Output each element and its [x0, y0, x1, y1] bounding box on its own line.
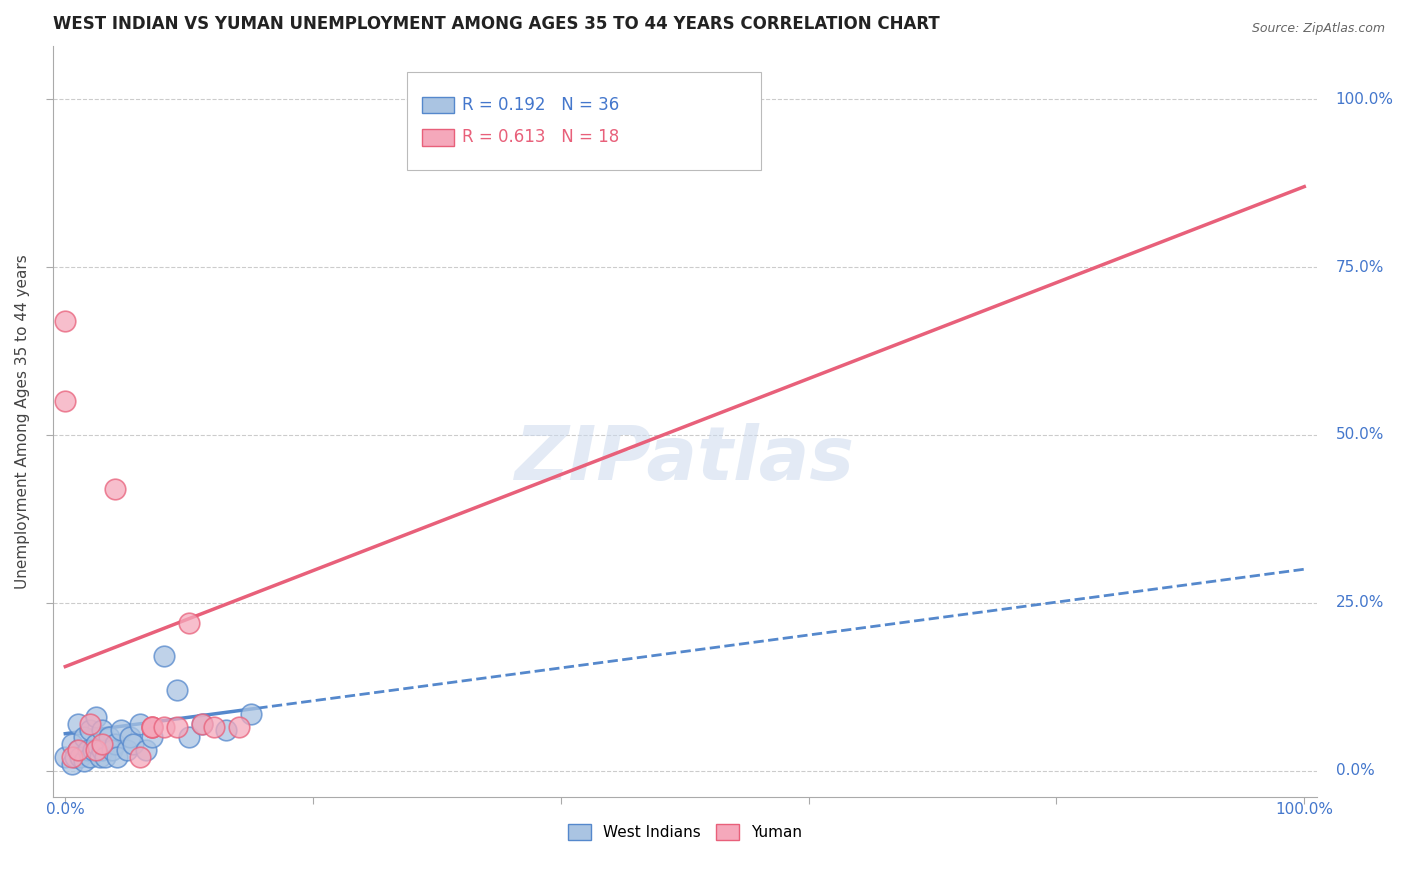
- Point: [110, 723, 132, 738]
- Point: [117, 743, 139, 757]
- Point: [60, 737, 83, 751]
- Point: [122, 737, 145, 751]
- Point: [215, 723, 238, 738]
- Point: [104, 482, 127, 496]
- Point: [141, 720, 163, 734]
- Point: [153, 720, 176, 734]
- Point: [141, 720, 163, 734]
- Y-axis label: Unemployment Among Ages 35 to 44 years: Unemployment Among Ages 35 to 44 years: [15, 254, 30, 589]
- Point: [128, 750, 150, 764]
- Point: [240, 706, 263, 721]
- Point: [166, 683, 188, 698]
- Point: [53, 314, 76, 328]
- Point: [69, 750, 91, 764]
- Text: WEST INDIAN VS YUMAN UNEMPLOYMENT AMONG AGES 35 TO 44 YEARS CORRELATION CHART: WEST INDIAN VS YUMAN UNEMPLOYMENT AMONG …: [53, 15, 939, 33]
- Point: [79, 723, 101, 738]
- Point: [179, 615, 201, 630]
- Point: [82, 743, 104, 757]
- Point: [104, 737, 127, 751]
- Point: [66, 743, 89, 757]
- Text: ZIPatlas: ZIPatlas: [515, 423, 855, 496]
- Text: 75.0%: 75.0%: [1336, 260, 1384, 275]
- Point: [91, 737, 114, 751]
- Point: [53, 750, 76, 764]
- Point: [60, 750, 83, 764]
- Point: [73, 754, 96, 768]
- Point: [105, 750, 128, 764]
- Point: [91, 723, 114, 738]
- Point: [166, 720, 188, 734]
- Bar: [422, 129, 454, 145]
- Legend: West Indians, Yuman: West Indians, Yuman: [561, 818, 808, 847]
- Point: [94, 750, 117, 764]
- Point: [84, 710, 107, 724]
- Point: [202, 720, 225, 734]
- Point: [53, 394, 76, 409]
- Point: [128, 716, 150, 731]
- Text: Source: ZipAtlas.com: Source: ZipAtlas.com: [1251, 22, 1385, 36]
- Point: [97, 730, 120, 744]
- Point: [84, 737, 107, 751]
- Point: [84, 743, 107, 757]
- Point: [141, 730, 163, 744]
- Point: [228, 720, 250, 734]
- Point: [73, 730, 96, 744]
- Point: [66, 743, 89, 757]
- Text: 100.0%: 100.0%: [1275, 802, 1333, 817]
- Point: [91, 743, 114, 757]
- Point: [179, 730, 201, 744]
- Point: [66, 716, 89, 731]
- Point: [118, 730, 141, 744]
- Text: 0.0%: 0.0%: [46, 802, 84, 817]
- Point: [79, 750, 101, 764]
- Point: [89, 750, 111, 764]
- Point: [190, 716, 212, 731]
- Text: 100.0%: 100.0%: [1336, 92, 1393, 107]
- Point: [135, 743, 157, 757]
- FancyBboxPatch shape: [406, 72, 761, 169]
- Text: 0.0%: 0.0%: [1336, 763, 1374, 778]
- Point: [101, 743, 124, 757]
- Bar: [422, 97, 454, 113]
- Text: 25.0%: 25.0%: [1336, 595, 1384, 610]
- Point: [63, 750, 86, 764]
- Point: [79, 716, 101, 731]
- Text: 50.0%: 50.0%: [1336, 427, 1384, 442]
- Point: [60, 756, 83, 771]
- Point: [190, 716, 212, 731]
- Point: [76, 743, 98, 757]
- Text: R = 0.613   N = 18: R = 0.613 N = 18: [463, 128, 620, 146]
- Text: R = 0.192   N = 36: R = 0.192 N = 36: [463, 96, 620, 114]
- Point: [141, 720, 163, 734]
- Point: [153, 649, 176, 664]
